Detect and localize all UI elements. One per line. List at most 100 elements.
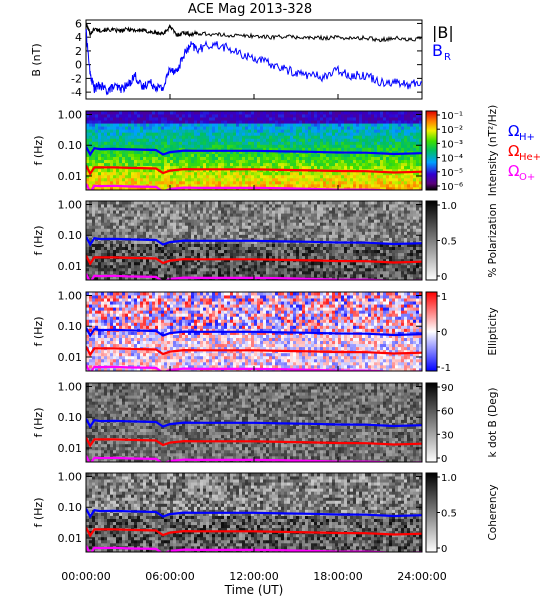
panel-coherency: 1.00 0.10 0.01 f (Hz) 1.0 0.5 0 Coherency	[32, 471, 499, 555]
b-tick-label: -2	[71, 72, 82, 85]
panel-coherency-gyro-line-1	[86, 526, 422, 538]
panel-intensity-gyro-line-2	[86, 183, 422, 190]
panel-polarization-ytick-label: 0.01	[58, 260, 83, 273]
x-axis-ticks: 00:00:00 06:00:00 12:00:00 18:00:00 24:00:00	[61, 570, 446, 583]
panel-intensity-cb-tick-label: 10⁻³	[441, 139, 463, 150]
panel-intensity-cb-tick-label: 10⁻²	[441, 125, 463, 136]
panel-ellipticity-cb-tick-label: 0	[441, 328, 447, 339]
panel-intensity-cb-tick-label: 10⁻⁴	[441, 154, 463, 165]
panel-kdotb-cb-tick-label: 0	[441, 454, 447, 465]
panel-polarization-cb-tick-label: 1.0	[441, 201, 457, 212]
b-tick-label: 2	[75, 45, 82, 58]
panel-polarization-ylabel: f (Hz)	[32, 226, 45, 256]
panel-polarization-ytick-label: 1.00	[58, 199, 83, 212]
panel-kdotb-ytick-label: 0.01	[58, 442, 83, 455]
panel-coherency-colorbar	[425, 472, 438, 553]
b-tick-label: -4	[71, 86, 82, 99]
panel-coherency-cb-tick-label: 0.5	[441, 509, 457, 520]
panel-intensity-colorbar	[425, 110, 438, 191]
x-tick-label: 24:00:00	[397, 570, 446, 583]
panel-ellipticity-cb-tick-label: -1	[441, 363, 451, 374]
b-field-ylabel: B (nT)	[30, 43, 43, 76]
panel-polarization-cb-tick-label: 0	[441, 272, 447, 283]
panel-ellipticity-ytick-label: 0.01	[58, 351, 83, 364]
panel-coherency-ytick-label: 0.01	[58, 532, 83, 545]
panel-polarization-cb-tick-label: 0.5	[441, 237, 457, 248]
panel-ellipticity-cb-label: Ellipticity	[487, 307, 499, 355]
panel-ellipticity: 1.00 0.10 0.01 f (Hz) 1 0 -1 Ellipticity	[32, 290, 499, 374]
panel-polarization-gyro-line-0	[86, 236, 422, 247]
panel-kdotb-gyro-line-0	[86, 418, 422, 429]
panel-kdotb-cb-tick-label: 90	[441, 383, 454, 394]
panel-coherency-cb-label: Coherency	[487, 484, 499, 540]
panel-intensity-gyro-line-0	[86, 146, 422, 157]
panel-coherency-ylabel: f (Hz)	[32, 498, 45, 528]
panel-intensity-gyro-line-1	[86, 164, 422, 176]
panel-kdotb: 1.00 0.10 0.01 f (Hz) 90 60 30 0 k dot B (Deg)	[32, 381, 499, 465]
panel-ellipticity-gyro-line-0	[86, 327, 422, 338]
panel-kdotb-heatmap	[86, 383, 422, 462]
panel-kdotb-cb-label: k dot B (Deg)	[487, 388, 499, 458]
panel-ellipticity-ytick-label: 0.10	[58, 320, 83, 333]
panel-kdotb-ytick-label: 0.10	[58, 411, 83, 424]
panel-coherency-cb-tick-label: 0	[441, 544, 447, 555]
x-axis-label: Time (UT)	[224, 583, 284, 597]
b-field-lines	[85, 22, 423, 96]
panel-intensity-cb-tick-label: 10⁻⁶	[441, 182, 463, 193]
panel-ellipticity-heatmap	[86, 292, 422, 371]
panel-kdotb-colorbar	[425, 382, 438, 463]
gyro-legend: Ω H+ Ω He+ Ω O+	[508, 122, 541, 183]
b-tick-label: 6	[75, 17, 82, 30]
x-tick-label: 18:00:00	[313, 570, 362, 583]
panel-intensity-ytick-label: 1.00	[58, 109, 83, 122]
b-series-radial	[85, 29, 422, 96]
panel-intensity-cb-tick-label: 10⁻⁵	[441, 168, 463, 179]
panel-intensity-ylabel: f (Hz)	[32, 136, 45, 166]
panel-kdotb-cb-tick-label: 30	[441, 430, 454, 441]
panel-kdotb-ytick-label: 1.00	[58, 381, 83, 394]
b-series-magnitude	[85, 22, 423, 43]
panel-ellipticity-gyro-line-2	[86, 364, 422, 371]
panel-coherency-heatmap	[86, 473, 422, 552]
panel-kdotb-gyro-line-2	[86, 455, 422, 462]
x-tick-label: 00:00:00	[61, 570, 110, 583]
b-tick-label: 0	[75, 59, 82, 72]
panel-polarization-gyro-line-2	[86, 273, 422, 280]
chart-title: ACE Mag 2013-328	[188, 2, 312, 17]
legend-b-radial: B	[432, 41, 443, 60]
legend-omega-he: Ω	[508, 142, 519, 160]
panel-kdotb-gyro-line-1	[86, 436, 422, 448]
panel-polarization-colorbar	[425, 200, 438, 281]
b-tick-label: 4	[75, 31, 82, 44]
legend-b-magnitude: |B|	[432, 23, 454, 42]
panel-polarization: 1.00 0.10 0.01 f (Hz) 1.0 0.5 0 % Polarization	[32, 199, 499, 283]
x-tick-label: 12:00:00	[229, 570, 278, 583]
panel-ellipticity-colorbar	[425, 291, 438, 372]
legend-omega-o-sub: O+	[519, 172, 535, 183]
panel-coherency-ytick-label: 0.10	[58, 501, 83, 514]
panel-polarization-gyro-line-1	[86, 254, 422, 266]
panel-intensity-ytick-label: 0.01	[58, 170, 83, 183]
legend-omega-h: Ω	[508, 122, 519, 140]
legend-omega-o: Ω	[508, 162, 519, 180]
panel-intensity-cb-tick-label: 10⁻¹	[441, 111, 463, 122]
panel-coherency-ytick-label: 1.00	[58, 471, 83, 484]
panel-intensity-ytick-label: 0.10	[58, 139, 83, 152]
panel-ellipticity-ytick-label: 1.00	[58, 290, 83, 303]
panel-polarization-ytick-label: 0.10	[58, 229, 83, 242]
panel-ellipticity-gyro-line-1	[86, 345, 422, 357]
panel-coherency-gyro-line-2	[86, 545, 422, 552]
panel-ellipticity-cb-tick-label: 1	[441, 292, 447, 303]
legend-b-radial-sub: R	[444, 52, 451, 63]
panel-kdotb-cb-tick-label: 60	[441, 407, 454, 418]
legend-omega-he-sub: He+	[519, 152, 541, 163]
x-tick-label: 06:00:00	[145, 570, 194, 583]
panel-polarization-cb-label: % Polarization	[487, 203, 499, 277]
legend-omega-h-sub: H+	[519, 132, 535, 143]
panel-kdotb-ylabel: f (Hz)	[32, 408, 45, 438]
panel-intensity-cb-label: Intensity (nT²/Hz)	[487, 105, 499, 196]
panel-intensity: 1.00 0.10 0.01 f (Hz) 10⁻¹ 10⁻² 10⁻³ 10⁻⁴ 10⁻⁵ 10…	[32, 105, 499, 196]
